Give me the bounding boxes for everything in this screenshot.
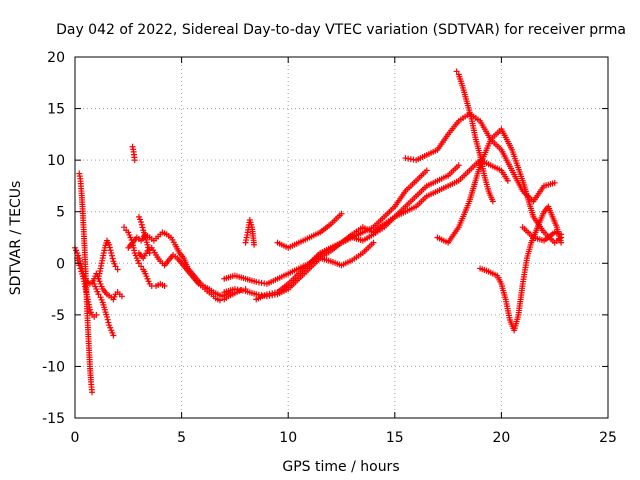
series-track-14 [253, 157, 511, 303]
data-point [103, 313, 110, 320]
data-point [455, 162, 462, 169]
series-track-18 [453, 68, 496, 205]
y-axis-label: SDTVAR / TECUs [8, 181, 24, 296]
y-tick-label: -10 [42, 359, 65, 375]
x-axis-label: GPS time / hours [282, 459, 399, 475]
x-tick-label: 0 [71, 430, 80, 446]
data-point [338, 210, 345, 217]
x-tick-label: 15 [386, 430, 404, 446]
data-point [104, 316, 111, 323]
data-point [423, 167, 430, 174]
data-point [145, 244, 152, 251]
y-tick-label: -15 [42, 411, 65, 427]
data-point [118, 293, 125, 300]
x-tick-label: 25 [599, 430, 617, 446]
data-point [105, 319, 112, 326]
y-tick-label: 10 [47, 153, 65, 169]
data-point [121, 224, 128, 231]
tick-labels: 0 5 10 15 20 25 -15 -10 -5 0 5 10 15 20 [42, 50, 617, 446]
data-point [112, 263, 119, 270]
data-point [109, 255, 116, 262]
data-point [558, 239, 565, 246]
data-point [138, 221, 145, 228]
series-track-11 [242, 216, 258, 248]
series-track-15 [274, 210, 345, 251]
x-tick-label: 20 [492, 430, 510, 446]
data-point [114, 266, 121, 273]
data-point [144, 241, 151, 248]
data-point [77, 265, 84, 272]
series-track-20 [477, 203, 565, 334]
series-track-9 [135, 244, 249, 304]
data-point [110, 332, 117, 339]
x-tick-label: 5 [177, 430, 186, 446]
data-point [93, 311, 100, 318]
data-point [138, 263, 145, 270]
y-tick-label: 20 [47, 50, 65, 66]
series-track-21 [519, 224, 565, 244]
data-point [453, 68, 460, 75]
data-point [145, 247, 152, 254]
y-tick-label: -5 [51, 308, 65, 324]
axis-ticks [74, 56, 609, 419]
data-point [135, 260, 142, 267]
data-point [370, 239, 377, 246]
data-point [161, 282, 168, 289]
series-track-19 [434, 126, 565, 246]
data-point [131, 157, 138, 164]
data-point [108, 249, 115, 256]
y-tick-label: 0 [56, 256, 65, 272]
plot-frame [74, 56, 609, 419]
data-point [251, 241, 258, 248]
data-point [138, 219, 145, 226]
series-track-17 [402, 110, 558, 205]
data-point [89, 389, 96, 396]
series-track-4 [91, 280, 117, 339]
series-track-13 [221, 162, 462, 300]
data-point [489, 198, 496, 205]
data-point [95, 291, 102, 298]
data-marks [72, 68, 565, 396]
chart-title: Day 042 of 2022, Sidereal Day-to-day VTE… [56, 22, 626, 38]
data-point [108, 252, 115, 259]
data-point [551, 179, 558, 186]
series-track-3 [76, 170, 96, 396]
y-tick-label: 5 [56, 205, 65, 221]
series-track-6 [129, 143, 138, 164]
data-point [139, 224, 146, 231]
series-track-10 [135, 213, 153, 256]
series-track-16 [317, 239, 377, 269]
y-tick-label: 15 [47, 102, 65, 118]
data-point [504, 177, 511, 184]
data-point [216, 297, 223, 304]
data-point [107, 247, 114, 254]
series-track-5 [95, 237, 121, 282]
data-point [146, 249, 153, 256]
data-point [106, 244, 113, 251]
x-tick-label: 10 [279, 430, 297, 446]
grid [75, 57, 608, 418]
data-point [558, 231, 565, 238]
data-point [106, 241, 113, 248]
